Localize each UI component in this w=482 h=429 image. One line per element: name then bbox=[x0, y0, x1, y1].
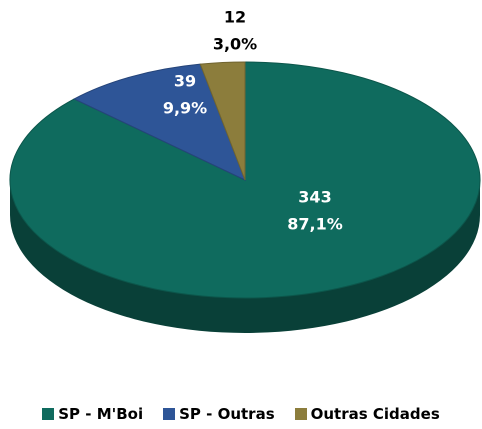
legend-item: SP - Outras bbox=[163, 405, 275, 423]
slice bbox=[199, 61, 246, 181]
legend-swatch bbox=[42, 408, 55, 420]
legend-item: SP - M'Boi bbox=[42, 405, 143, 423]
legend: SP - M'Boi SP - Outras Outras Cidades bbox=[0, 405, 482, 423]
legend-label: SP - M'Boi bbox=[58, 405, 144, 423]
legend-swatch bbox=[163, 408, 176, 420]
data-label: 39 bbox=[174, 72, 196, 91]
legend-swatch bbox=[294, 408, 307, 420]
data-label: 343 bbox=[298, 188, 331, 207]
legend-label: SP - Outras bbox=[179, 405, 275, 423]
slice-side bbox=[10, 180, 480, 333]
data-label: 12 bbox=[224, 8, 246, 27]
percentage-label: 87,1% bbox=[287, 215, 343, 234]
legend-label: Outras Cidades bbox=[310, 405, 440, 423]
slice bbox=[73, 63, 246, 181]
legend-item: Outras Cidades bbox=[294, 405, 440, 423]
chart: 343 87,1% 39 9,9% 12 3,0% bbox=[9, 8, 481, 333]
percentage-label: 9,9% bbox=[163, 99, 207, 118]
percentage-label: 3,0% bbox=[213, 35, 257, 54]
